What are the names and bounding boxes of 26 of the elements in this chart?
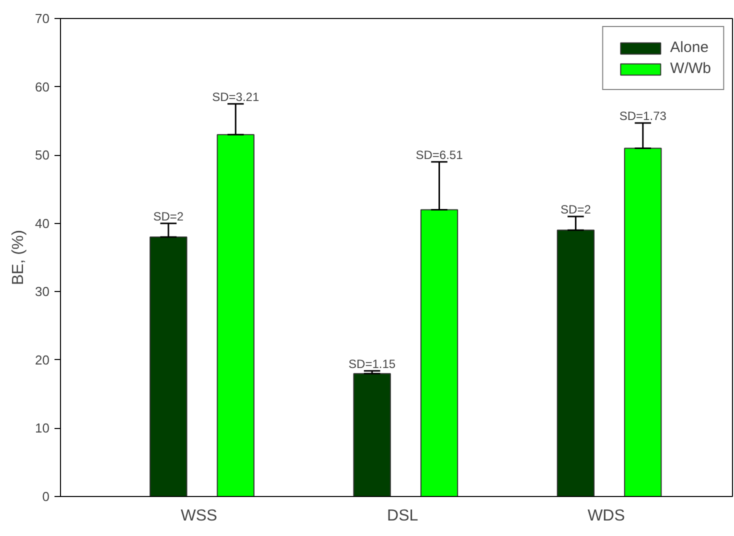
y-tick-label: 60 xyxy=(35,79,50,94)
annotation: SD=2 xyxy=(560,202,592,217)
y-axis-title: BE, (%) xyxy=(10,230,28,286)
bar xyxy=(624,148,662,496)
y-tick-label: 40 xyxy=(35,216,50,231)
bar xyxy=(420,209,458,496)
legend-label: Alone xyxy=(670,39,709,56)
x-tick-label: DSL xyxy=(387,508,418,524)
legend-label: W/Wb xyxy=(670,60,711,77)
bar xyxy=(353,373,391,496)
annotation: SD=1.73 xyxy=(619,108,667,123)
x-tick-label: WSS xyxy=(180,508,218,524)
y-tick-label: 50 xyxy=(35,148,50,163)
annotation: SD=3.21 xyxy=(212,90,260,104)
y-tick-label: 10 xyxy=(35,420,50,436)
annotation: SD=2 xyxy=(153,209,184,224)
y-tick-label: 30 xyxy=(35,284,50,300)
bar xyxy=(150,236,188,496)
annotation: SD=1.15 xyxy=(348,356,396,371)
bar xyxy=(216,134,254,496)
y-tick-label: 70 xyxy=(35,11,50,26)
y-tick-label: 20 xyxy=(35,352,50,368)
bar xyxy=(556,230,595,496)
annotation: SD=6.51 xyxy=(416,148,464,162)
y-tick-label: 0 xyxy=(42,489,50,504)
x-tick-label: WDS xyxy=(588,508,625,524)
